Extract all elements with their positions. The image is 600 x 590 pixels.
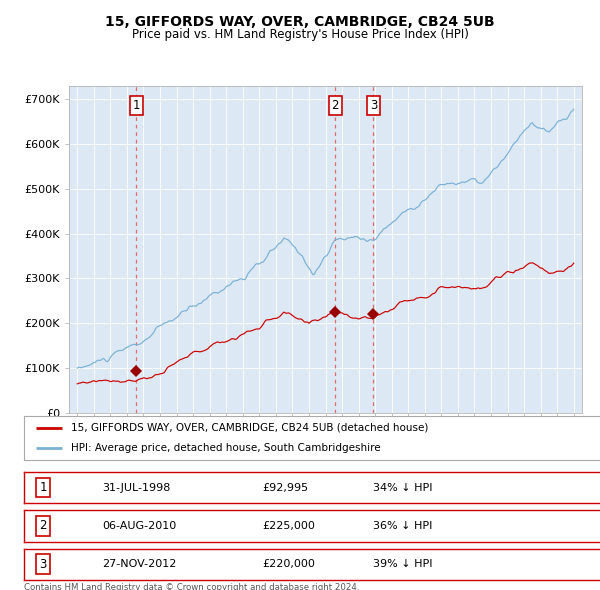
Text: 2: 2 — [332, 99, 339, 112]
Text: 06-AUG-2010: 06-AUG-2010 — [103, 521, 177, 531]
Text: 1: 1 — [133, 99, 140, 112]
Text: HPI: Average price, detached house, South Cambridgeshire: HPI: Average price, detached house, Sout… — [71, 443, 380, 453]
Text: 3: 3 — [370, 99, 377, 112]
Text: 31-JUL-1998: 31-JUL-1998 — [103, 483, 171, 493]
Text: 39% ↓ HPI: 39% ↓ HPI — [373, 559, 433, 569]
Text: 34% ↓ HPI: 34% ↓ HPI — [373, 483, 433, 493]
Text: 1: 1 — [40, 481, 47, 494]
Text: £220,000: £220,000 — [263, 559, 316, 569]
Text: 3: 3 — [40, 558, 47, 571]
Text: 15, GIFFORDS WAY, OVER, CAMBRIDGE, CB24 5UB: 15, GIFFORDS WAY, OVER, CAMBRIDGE, CB24 … — [105, 15, 495, 29]
Text: £92,995: £92,995 — [263, 483, 309, 493]
Text: Contains HM Land Registry data © Crown copyright and database right 2024.
This d: Contains HM Land Registry data © Crown c… — [24, 583, 359, 590]
Text: Price paid vs. HM Land Registry's House Price Index (HPI): Price paid vs. HM Land Registry's House … — [131, 28, 469, 41]
Text: £225,000: £225,000 — [263, 521, 316, 531]
Text: 2: 2 — [40, 519, 47, 532]
Text: 36% ↓ HPI: 36% ↓ HPI — [373, 521, 433, 531]
Text: 15, GIFFORDS WAY, OVER, CAMBRIDGE, CB24 5UB (detached house): 15, GIFFORDS WAY, OVER, CAMBRIDGE, CB24 … — [71, 423, 428, 433]
Text: 27-NOV-2012: 27-NOV-2012 — [103, 559, 177, 569]
